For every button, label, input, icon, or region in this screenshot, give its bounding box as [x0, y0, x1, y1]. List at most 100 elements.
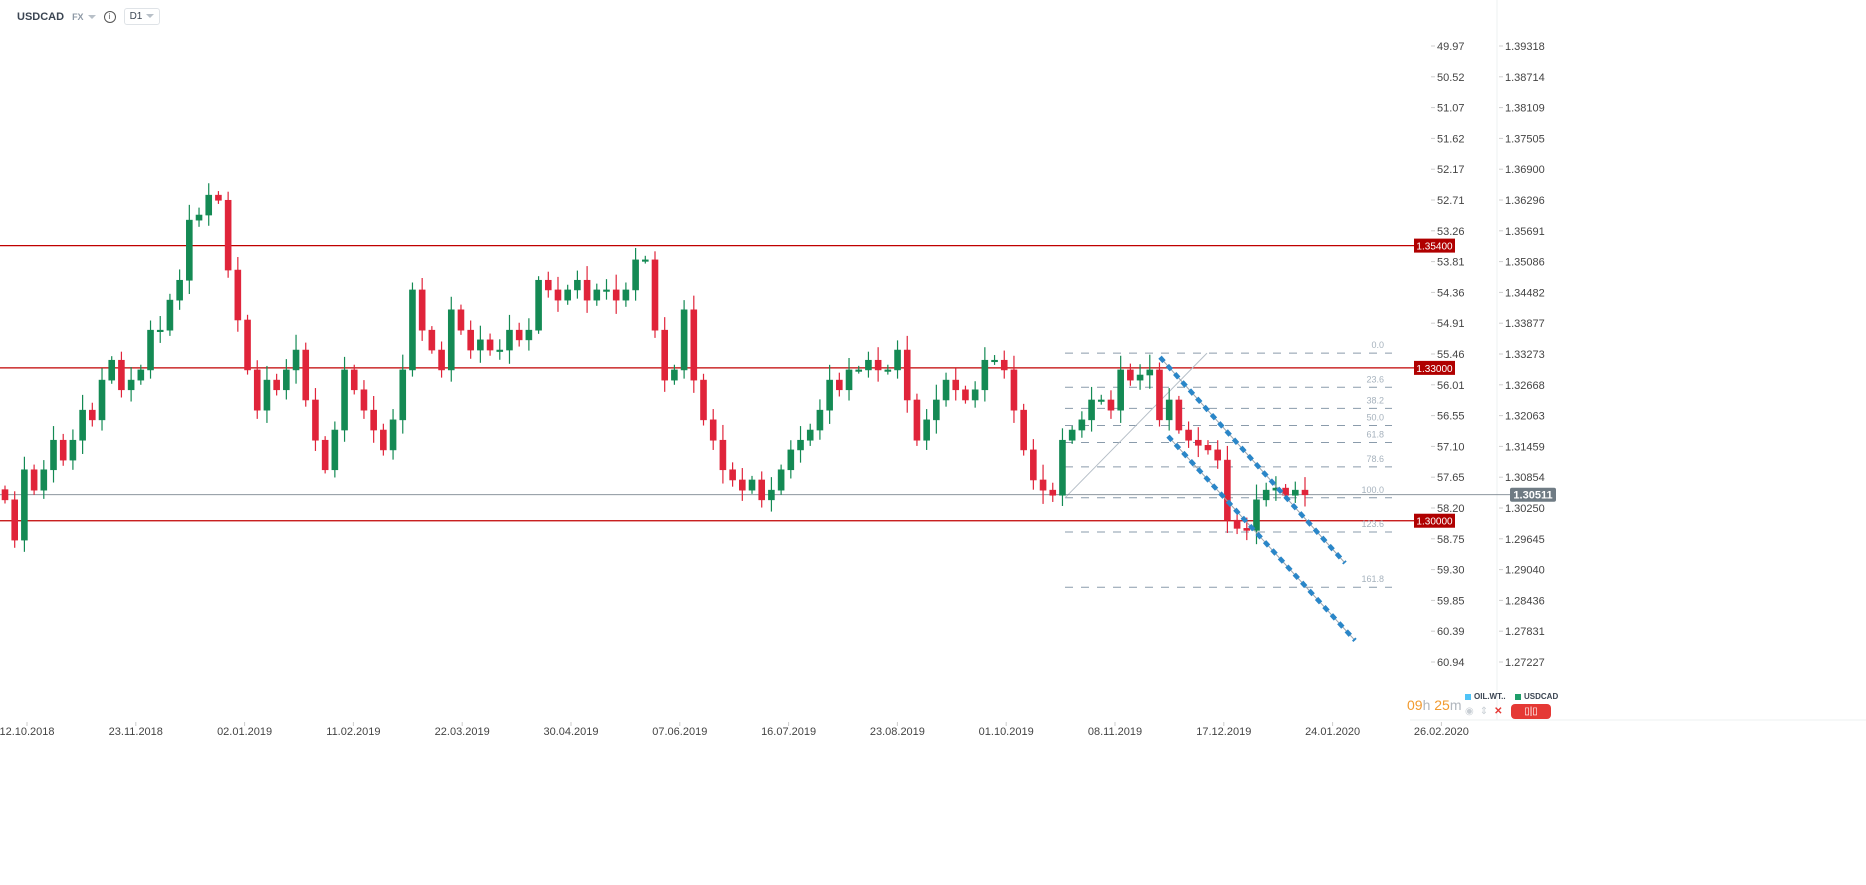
candle-down — [253, 369, 261, 411]
candle-up — [574, 279, 581, 291]
x-tick-label: 12.10.2018 — [0, 726, 55, 738]
candle-up — [991, 359, 998, 363]
candle-up — [923, 419, 930, 441]
y-left-tick-label: 54.36 — [1437, 287, 1465, 299]
candle-down — [1030, 449, 1037, 481]
level-price-label: 1.30000 — [1416, 517, 1453, 528]
candle-up — [205, 194, 213, 216]
candle-up — [1117, 369, 1124, 411]
y-right-tick-label: 1.35086 — [1505, 257, 1545, 269]
candle-up — [69, 439, 77, 461]
candle-down — [1194, 439, 1202, 446]
candle-up — [79, 409, 86, 441]
market-label: FX — [72, 11, 84, 22]
candle-up — [389, 419, 397, 451]
y-right-tick-label: 1.34482 — [1505, 287, 1545, 299]
candle-down — [350, 369, 358, 391]
candle-up — [496, 349, 504, 352]
chevron-down-icon — [87, 14, 96, 19]
candle-up — [826, 379, 833, 411]
y-left-tick-label: 56.55 — [1437, 411, 1465, 423]
candle-up — [535, 279, 542, 331]
level-price-tag — [1414, 238, 1455, 253]
candle-down — [836, 379, 843, 391]
fib-level-label: 50.0 — [1366, 412, 1384, 422]
reorder-arrows-icon[interactable]: ⇕ — [1479, 706, 1489, 717]
candle-up — [108, 359, 116, 381]
candle-down — [1224, 459, 1231, 521]
candle-up — [884, 369, 892, 372]
y-left-tick-label: 55.46 — [1437, 349, 1465, 361]
y-left-tick-label: 53.81 — [1437, 257, 1465, 269]
y-right-tick-label: 1.33273 — [1505, 349, 1545, 361]
candle-up — [787, 449, 795, 471]
eye-icon[interactable]: ◉ — [1465, 706, 1474, 717]
candle-down — [457, 309, 465, 331]
candle-down — [215, 194, 222, 201]
trend-channel-line[interactable] — [1158, 355, 1347, 565]
chart-header: USDCAD FX i D1 — [17, 8, 161, 25]
candle-down — [224, 199, 232, 271]
candle-up — [797, 439, 804, 451]
info-icon[interactable]: i — [103, 10, 116, 23]
candle-up — [933, 399, 940, 421]
fib-level-label: 161.8 — [1361, 574, 1384, 584]
legend-usdcad[interactable]: USDCAD — [1515, 692, 1558, 701]
y-right-tick-label: 1.38714 — [1505, 72, 1545, 84]
x-tick-label: 02.01.2019 — [217, 726, 272, 738]
candle-down — [1301, 489, 1309, 496]
legend-swatch-oil — [1465, 693, 1471, 700]
candle-down — [1214, 449, 1221, 461]
candle-up — [632, 259, 639, 291]
candle-up — [195, 214, 203, 221]
fib-level-label: 23.6 — [1366, 374, 1384, 384]
candle-up — [1068, 429, 1076, 441]
candle-up — [622, 289, 630, 301]
candle-down — [1127, 369, 1134, 381]
candle-up — [331, 429, 339, 471]
candle-up — [777, 469, 785, 491]
y-left-tick-label: 60.39 — [1437, 626, 1465, 638]
candle-down — [370, 409, 377, 431]
candle-down — [59, 439, 67, 461]
x-tick-label: 23.11.2018 — [109, 726, 163, 738]
trend-channel-line[interactable] — [1166, 434, 1357, 642]
candle-down — [360, 389, 368, 411]
y-left-tick-label: 60.94 — [1437, 657, 1465, 669]
oil-series-controls: ◉ ⇕ ✕ — [1465, 706, 1503, 717]
y-right-tick-label: 1.27831 — [1505, 626, 1545, 638]
x-tick-label: 17.12.2019 — [1196, 726, 1251, 738]
current-price-label: 1.30511 — [1513, 490, 1552, 502]
candle-down — [515, 329, 523, 341]
x-tick-label: 01.10.2019 — [979, 726, 1034, 738]
candle-up — [50, 439, 57, 471]
candle-down — [1243, 528, 1251, 531]
x-tick-label: 24.01.2020 — [1305, 726, 1360, 738]
y-left-tick-label: 58.75 — [1437, 534, 1465, 546]
x-tick-label: 07.06.2019 — [652, 726, 707, 738]
close-icon[interactable]: ✕ — [1494, 706, 1503, 717]
candle-down — [1020, 409, 1027, 451]
y-left-tick-label: 51.62 — [1437, 133, 1465, 145]
legend-oil[interactable]: OIL.WT.. — [1465, 692, 1506, 701]
chart-type-button[interactable]: ▯|▯ — [1511, 704, 1551, 719]
candle-down — [1107, 399, 1115, 411]
candle-down — [1156, 369, 1163, 421]
candle-up — [671, 369, 678, 381]
x-tick-label: 23.08.2019 — [870, 726, 925, 738]
timeframe-dropdown[interactable]: D1 — [123, 8, 161, 25]
x-tick-label: 22.03.2019 — [435, 726, 490, 738]
candle-up — [1088, 399, 1095, 421]
y-left-tick-label: 50.52 — [1437, 72, 1465, 84]
chevron-down-icon — [146, 14, 155, 19]
candle-down — [438, 349, 445, 371]
timeframe-label: D1 — [129, 11, 143, 22]
candle-down — [651, 259, 659, 331]
legend-label-usdcad: USDCAD — [1524, 692, 1559, 701]
candle-up — [1097, 399, 1105, 402]
y-right-tick-label: 1.31459 — [1505, 441, 1545, 453]
market-dropdown[interactable]: FX — [72, 11, 96, 23]
y-right-tick-label: 1.30854 — [1505, 472, 1545, 484]
fib-trend-line[interactable] — [1064, 352, 1208, 499]
